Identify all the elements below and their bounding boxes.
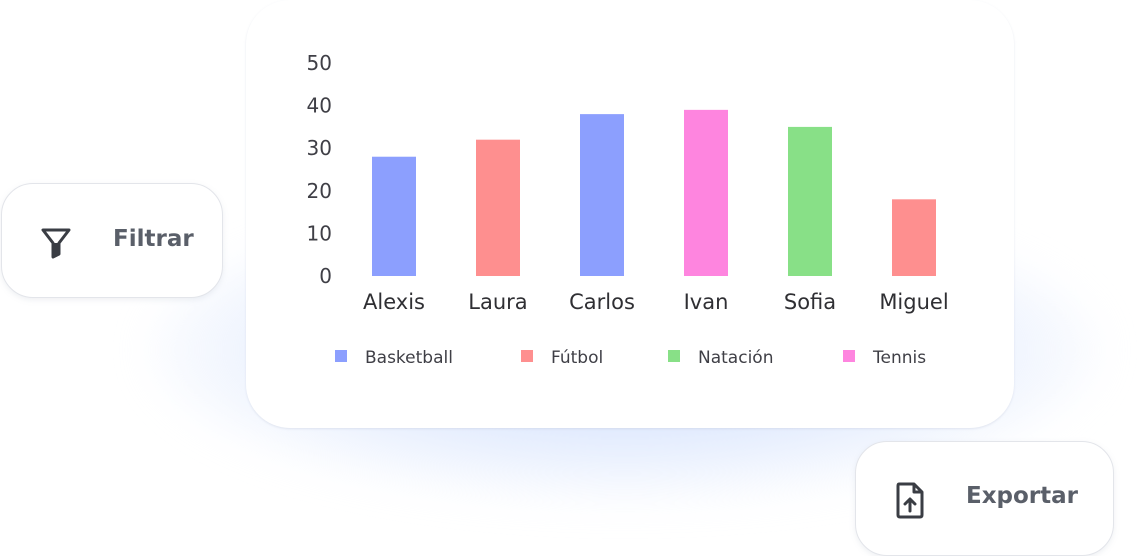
bar-sofia [788, 126, 832, 277]
legend-item[interactable]: Tennis [843, 348, 926, 368]
y-tick-label: 0 [319, 264, 332, 288]
legend-swatch [335, 350, 347, 362]
chart-card: 0 10 20 30 40 50 Alexis Laura Carlos Ivan Sofia Mig… [246, 0, 1014, 428]
bar-miguel [892, 199, 936, 276]
legend-item[interactable]: Fútbol [521, 348, 603, 368]
export-button-label: Exportar [966, 483, 1079, 509]
x-tick-label: Miguel [879, 290, 948, 314]
bar-ivan [684, 109, 728, 276]
legend-item[interactable]: Natación [668, 348, 773, 368]
filter-icon [38, 224, 74, 260]
x-tick-label: Ivan [684, 290, 729, 314]
legend-item[interactable]: Basketball [335, 348, 453, 368]
export-button[interactable]: Exportar [855, 441, 1114, 556]
x-tick-label: Alexis [363, 290, 425, 314]
legend-label: Natación [698, 348, 773, 368]
bar-alexis [372, 156, 416, 276]
bar-laura [476, 139, 520, 276]
y-tick-label: 50 [307, 51, 332, 75]
y-tick-label: 40 [307, 94, 332, 118]
bar-carlos [580, 114, 624, 277]
legend-swatch [668, 350, 680, 362]
legend-swatch [521, 350, 533, 362]
legend-label: Fútbol [551, 348, 603, 368]
filter-button-label: Filtrar [113, 226, 194, 252]
y-tick-label: 30 [307, 136, 332, 160]
x-tick-label: Carlos [569, 290, 635, 314]
y-tick-label: 20 [307, 179, 332, 203]
x-tick-label: Sofia [784, 290, 836, 314]
filter-button[interactable]: Filtrar [1, 183, 223, 298]
legend-label: Tennis [872, 348, 926, 368]
legend-swatch [843, 350, 855, 362]
bar-chart: 0 10 20 30 40 50 Alexis Laura Carlos Ivan Sofia Mig… [307, 51, 949, 368]
file-upload-icon [890, 480, 930, 520]
x-tick-label: Laura [468, 290, 527, 314]
y-tick-label: 10 [307, 221, 332, 245]
legend-label: Basketball [365, 348, 453, 368]
